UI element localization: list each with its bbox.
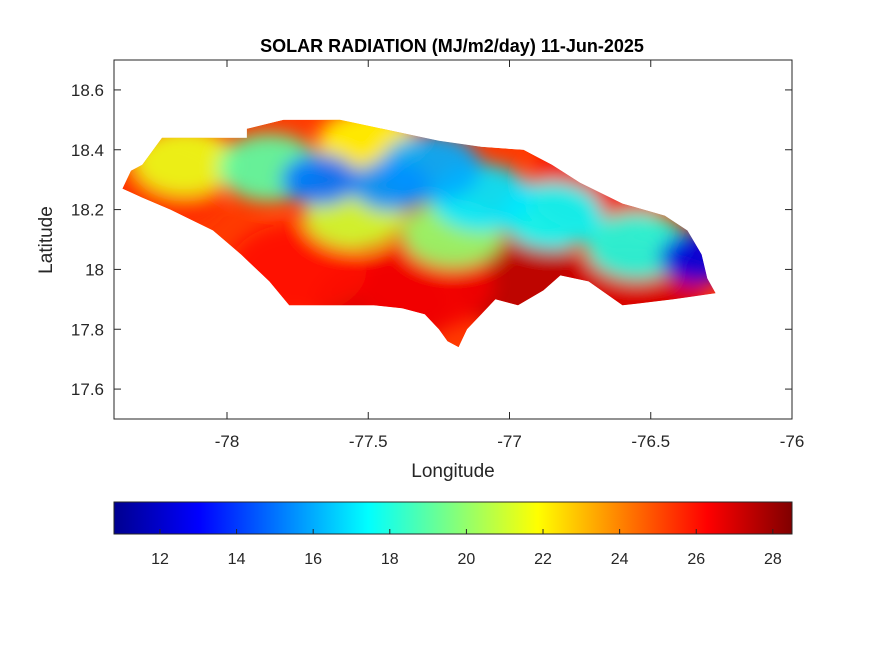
colorbar-tick-label: 22 [534,551,552,568]
chart-title: SOLAR RADIATION (MJ/m2/day) 11-Jun-2025 [260,36,644,56]
y-axis: 17.6 17.8 18 18.2 18.4 18.6 [71,81,792,399]
x-tick-label: -77.5 [349,432,388,451]
x-axis: -78 -77.5 -77 -76.5 -76 [215,60,805,451]
y-tick-label: 17.6 [71,380,104,399]
colorbar-tick-label: 20 [458,551,476,568]
y-tick-label: 18.2 [71,201,104,220]
y-axis-label: Latitude [36,206,57,274]
colorbar-tick-label: 24 [611,551,629,568]
x-tick-label: -78 [215,432,240,451]
heatmap-region [133,127,236,196]
heatmap-region [351,159,430,212]
colorbar-ticks: 12 14 16 18 20 22 24 26 28 [151,529,782,568]
x-tick-label: -76.5 [631,432,670,451]
y-tick-label: 18.6 [71,81,104,100]
colorbar-tick-label: 26 [687,551,705,568]
colorbar-tick-label: 16 [304,551,322,568]
colorbar-tick-label: 28 [764,551,782,568]
colorbar-tick-label: 18 [381,551,399,568]
colorbar-tick-label: 12 [151,551,169,568]
x-tick-label: -76 [780,432,805,451]
y-tick-label: 18.4 [71,141,104,160]
heatmap-region [281,153,360,206]
heatmap-region [659,231,716,284]
x-tick-label: -77 [497,432,522,451]
y-tick-label: 17.8 [71,320,104,339]
colorbar-tick-label: 14 [228,551,246,568]
x-axis-label: Longitude [411,461,494,482]
y-tick-label: 18 [85,260,104,279]
colorbar [113,501,793,535]
